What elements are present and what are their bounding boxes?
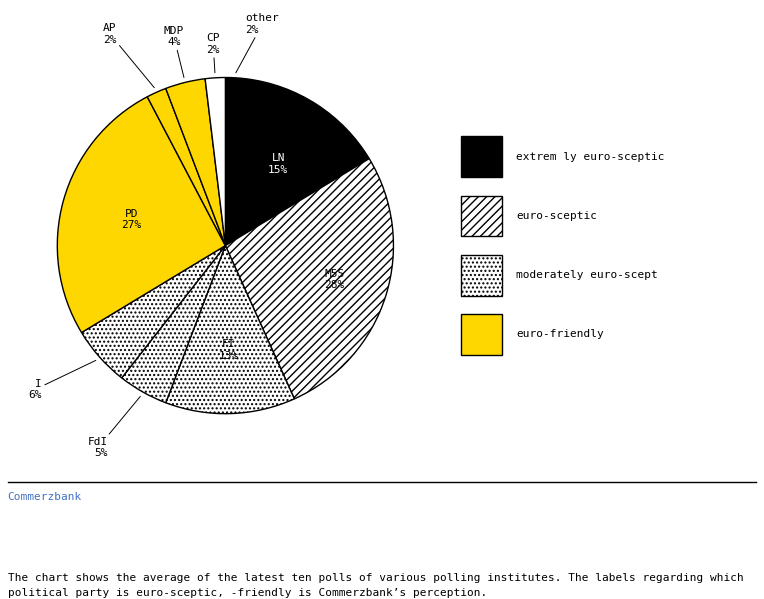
Text: euro-friendly: euro-friendly (516, 329, 604, 340)
Wedge shape (225, 159, 393, 399)
Text: M5S
28%: M5S 28% (325, 269, 345, 291)
Wedge shape (225, 77, 246, 246)
Wedge shape (205, 77, 225, 246)
Text: MDP
4%: MDP 4% (163, 26, 184, 77)
Text: The chart shows the average of the latest ten polls of various polling institute: The chart shows the average of the lates… (8, 573, 743, 598)
Text: extrem ly euro-sceptic: extrem ly euro-sceptic (516, 152, 665, 162)
Wedge shape (82, 246, 225, 378)
FancyBboxPatch shape (461, 137, 502, 177)
Text: CP
2%: CP 2% (206, 34, 220, 73)
Wedge shape (57, 97, 225, 332)
Text: FdI
5%: FdI 5% (88, 397, 141, 458)
FancyBboxPatch shape (461, 195, 502, 237)
Wedge shape (166, 78, 225, 246)
FancyBboxPatch shape (461, 314, 502, 355)
Text: FI
13%: FI 13% (219, 339, 238, 361)
Text: euro-sceptic: euro-sceptic (516, 211, 597, 221)
Text: AP
2%: AP 2% (103, 23, 154, 87)
Text: Commerzbank: Commerzbank (8, 492, 82, 502)
Text: other
2%: other 2% (236, 13, 280, 73)
Wedge shape (166, 246, 294, 414)
Text: PD
27%: PD 27% (121, 208, 141, 230)
Wedge shape (147, 89, 225, 246)
Text: LN
15%: LN 15% (268, 153, 289, 174)
Text: I
6%: I 6% (28, 361, 96, 400)
Wedge shape (225, 78, 369, 246)
Text: moderately euro-scept: moderately euro-scept (516, 270, 659, 280)
FancyBboxPatch shape (461, 255, 502, 296)
Wedge shape (121, 246, 225, 403)
